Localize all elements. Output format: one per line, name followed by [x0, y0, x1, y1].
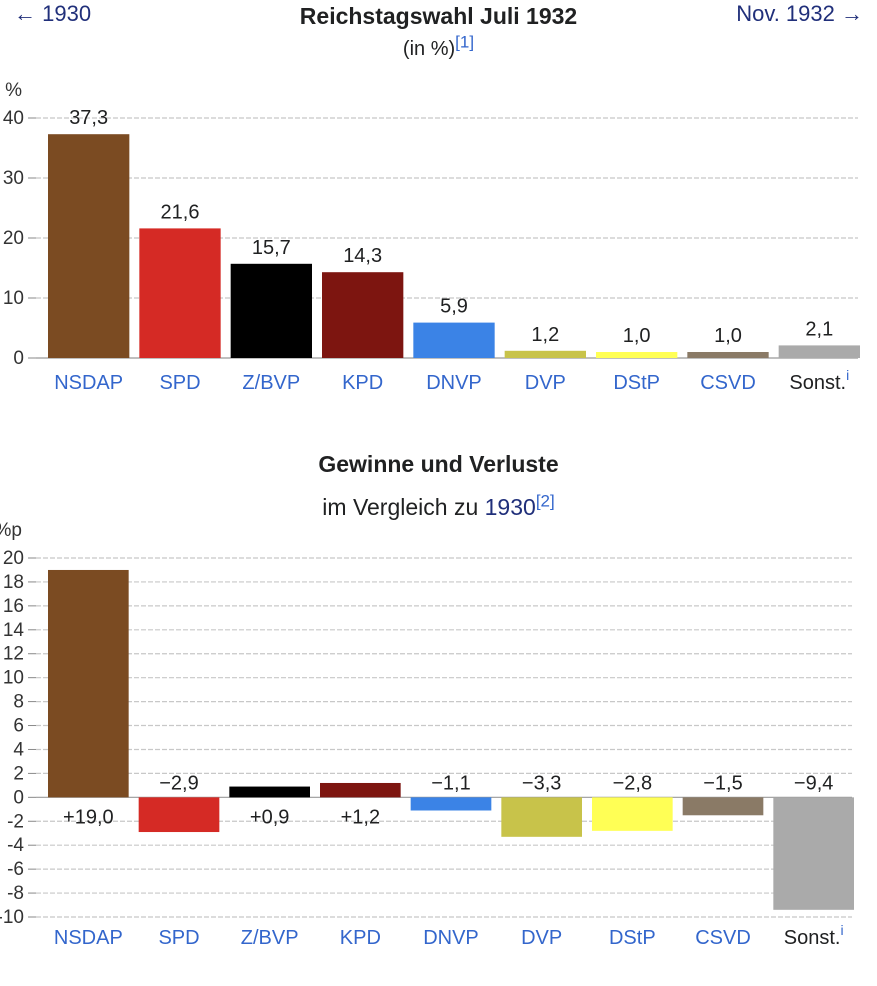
value-label: +19,0 [63, 806, 114, 828]
y-tick-label: 18 [3, 572, 24, 593]
bar-sonst [773, 797, 854, 910]
category-label[interactable]: Z/BVP [241, 927, 299, 949]
y-tick-label: -4 [7, 835, 24, 856]
y-tick-label: -6 [7, 859, 24, 880]
category-label[interactable]: DVP [525, 372, 566, 394]
category-label[interactable]: DNVP [423, 927, 479, 949]
bar-dstp [592, 797, 673, 831]
y-axis-label: % [5, 80, 22, 101]
category-label[interactable]: DStP [609, 927, 656, 949]
value-label: 1,2 [531, 324, 559, 346]
y-tick-label: 16 [3, 596, 24, 617]
chart1-subtitle: (in %)[1] [0, 33, 877, 61]
value-label: 21,6 [161, 201, 200, 223]
value-label: −1,5 [703, 772, 742, 794]
y-tick-label: 12 [3, 644, 24, 665]
bar-spd [139, 228, 221, 358]
bar-nsdap [48, 134, 130, 358]
value-label: −2,8 [613, 772, 652, 794]
y-tick-label: 10 [3, 288, 24, 309]
category-label[interactable]: KPD [342, 372, 383, 394]
value-label: 5,9 [440, 296, 468, 318]
bar-sonst [778, 345, 860, 358]
y-tick-label: 0 [13, 787, 24, 808]
value-label: 1,0 [714, 325, 742, 347]
category-label[interactable]: DVP [521, 927, 562, 949]
y-tick-label: 20 [3, 548, 24, 569]
y-tick-label: 20 [3, 228, 24, 249]
bar-dstp [596, 352, 678, 358]
reference-1-link[interactable]: [1] [455, 32, 475, 52]
category-label[interactable]: NSDAP [54, 927, 123, 949]
reference-2-link[interactable]: [2] [535, 491, 555, 511]
bar-zbvp [229, 786, 310, 798]
chart2-subtitle-prefix: im Vergleich zu [322, 494, 479, 520]
category-label[interactable]: CSVD [695, 927, 751, 949]
chart2-subtitle: im Vergleich zu 1930[2] [0, 491, 877, 521]
value-label: 2,1 [805, 318, 833, 340]
value-label: 37,3 [69, 107, 108, 129]
bar-dnvp [413, 322, 495, 358]
bar-nsdap [48, 569, 129, 798]
category-label[interactable]: CSVD [700, 372, 756, 394]
bar-csvd [687, 352, 769, 358]
chart2-title: Gewinne und Verluste [318, 451, 559, 477]
value-label: −1,1 [431, 772, 470, 794]
year-1930-link[interactable]: 1930 [484, 494, 536, 520]
y-tick-label: 8 [13, 692, 24, 713]
y-tick-label: 40 [3, 108, 24, 129]
y-tick-label: -10 [0, 907, 24, 928]
value-label: −3,3 [522, 772, 561, 794]
y-tick-label: -2 [7, 811, 24, 832]
bar-dvp [501, 797, 582, 837]
value-label: +1,2 [341, 806, 380, 828]
bar-spd [138, 797, 220, 833]
value-label: −9,4 [794, 772, 833, 794]
category-label[interactable]: Z/BVP [242, 372, 300, 394]
next-election-link[interactable]: Nov. 1932 → [736, 1, 863, 26]
bar-kpd [322, 272, 404, 358]
y-tick-label: 2 [13, 763, 24, 784]
category-label[interactable]: NSDAP [54, 372, 123, 394]
footnote-marker[interactable]: i [846, 367, 849, 383]
previous-election-link[interactable]: ← 1930 [14, 1, 92, 26]
bar-zbvp [230, 263, 312, 358]
category-label[interactable]: KPD [340, 927, 381, 949]
chart1-title: Reichstagswahl Juli 1932 [299, 3, 578, 29]
value-label: 14,3 [343, 245, 382, 267]
election-results-chart: % 0 10 20 30 40 37,3 NSDAP 21,6 SPD 15,7 Z/BVP 14,3 K… [3, 80, 860, 394]
y-tick-label: 6 [13, 716, 24, 737]
category-label: Sonst.i [789, 367, 849, 394]
category-label: Sonst.i [784, 922, 844, 949]
y-tick-label: 4 [13, 739, 24, 760]
bar-kpd [320, 782, 401, 798]
bar-csvd [682, 797, 764, 816]
y-axis-label: %p [0, 520, 22, 541]
category-label[interactable]: SPD [158, 927, 199, 949]
y-tick-label: 14 [3, 620, 25, 641]
bar-dnvp [410, 797, 492, 811]
category-label[interactable]: SPD [159, 372, 200, 394]
category-label[interactable]: DStP [613, 372, 660, 394]
y-tick-label: 30 [3, 168, 24, 189]
chart1-subtitle-text: (in %) [402, 38, 456, 60]
value-label: −2,9 [159, 772, 198, 794]
bar-dvp [504, 350, 586, 358]
category-label[interactable]: DNVP [426, 372, 482, 394]
value-label: 1,0 [623, 325, 651, 347]
y-tick-label: 0 [13, 348, 24, 369]
value-label: +0,9 [250, 806, 289, 828]
y-tick-label: 10 [3, 668, 24, 689]
footnote-marker[interactable]: i [840, 922, 843, 938]
y-tick-label: -8 [7, 883, 24, 904]
value-label: 15,7 [252, 237, 291, 259]
